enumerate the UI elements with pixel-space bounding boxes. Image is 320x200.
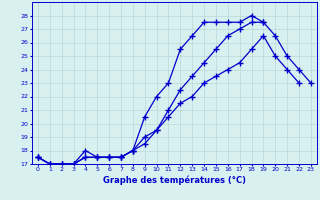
X-axis label: Graphe des températures (°C): Graphe des températures (°C)	[103, 175, 246, 185]
